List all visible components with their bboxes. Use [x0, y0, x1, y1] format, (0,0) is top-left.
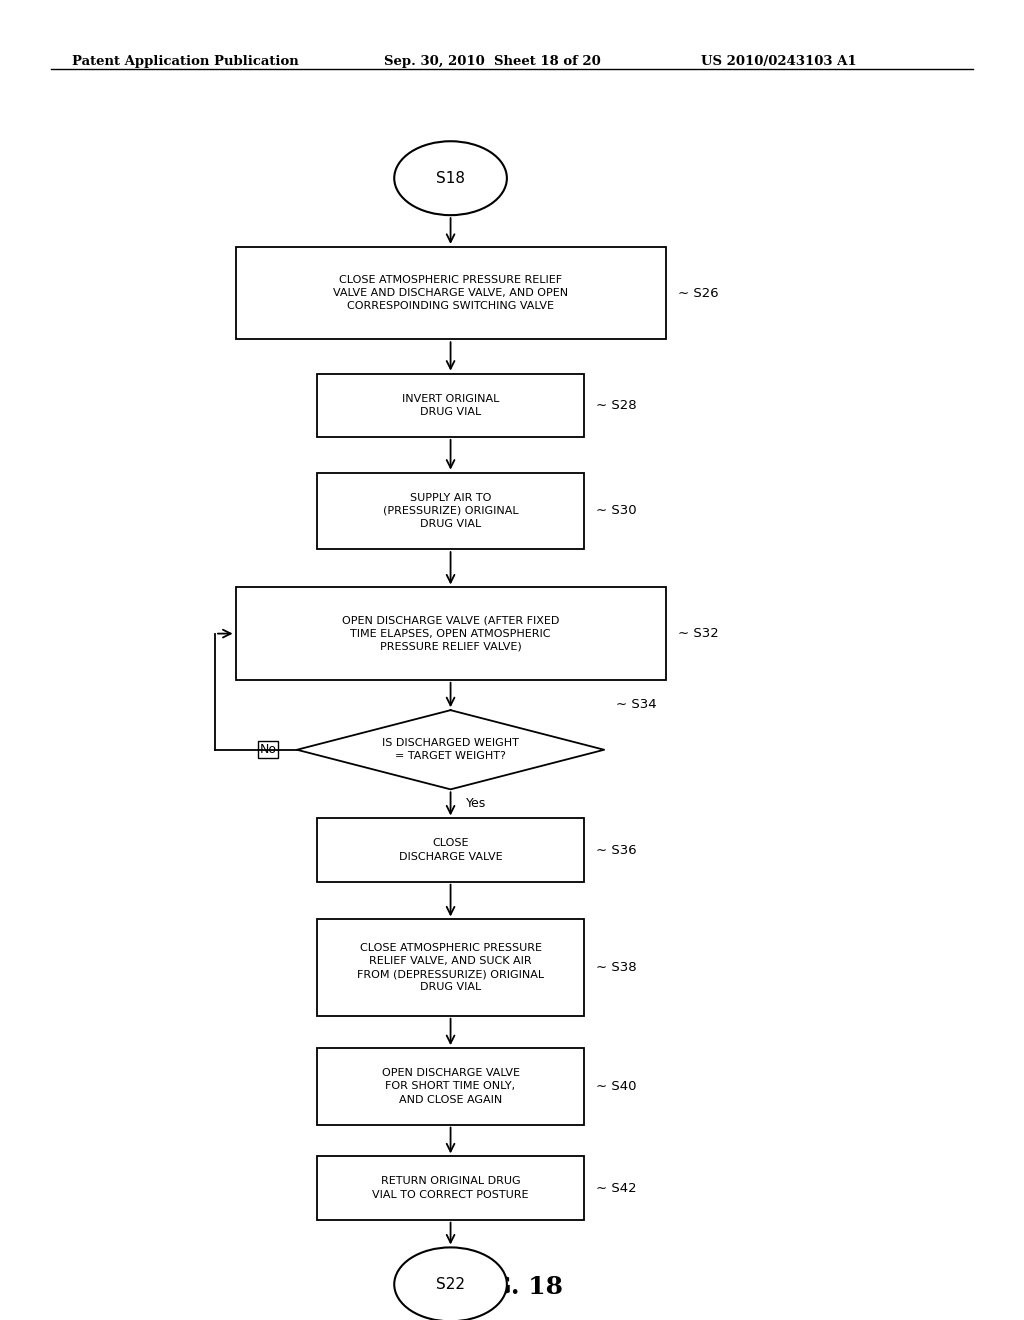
Text: SUPPLY AIR TO
(PRESSURIZE) ORIGINAL
DRUG VIAL: SUPPLY AIR TO (PRESSURIZE) ORIGINAL DRUG… — [383, 492, 518, 529]
Text: ∼ S40: ∼ S40 — [596, 1080, 637, 1093]
Text: ∼ S42: ∼ S42 — [596, 1181, 637, 1195]
Text: ∼ S34: ∼ S34 — [616, 698, 657, 711]
Text: FIG. 18: FIG. 18 — [461, 1275, 563, 1299]
Ellipse shape — [394, 141, 507, 215]
Text: CLOSE
DISCHARGE VALVE: CLOSE DISCHARGE VALVE — [398, 838, 503, 862]
FancyBboxPatch shape — [317, 1048, 584, 1125]
Text: ∼ S38: ∼ S38 — [596, 961, 637, 974]
FancyBboxPatch shape — [317, 1156, 584, 1220]
Text: ∼ S36: ∼ S36 — [596, 843, 637, 857]
Text: No: No — [259, 743, 276, 756]
Text: Sep. 30, 2010  Sheet 18 of 20: Sep. 30, 2010 Sheet 18 of 20 — [384, 55, 601, 69]
Text: OPEN DISCHARGE VALVE
FOR SHORT TIME ONLY,
AND CLOSE AGAIN: OPEN DISCHARGE VALVE FOR SHORT TIME ONLY… — [382, 1068, 519, 1105]
Text: ∼ S32: ∼ S32 — [678, 627, 719, 640]
Text: OPEN DISCHARGE VALVE (AFTER FIXED
TIME ELAPSES, OPEN ATMOSPHERIC
PRESSURE RELIEF: OPEN DISCHARGE VALVE (AFTER FIXED TIME E… — [342, 615, 559, 652]
Ellipse shape — [394, 1247, 507, 1320]
Text: US 2010/0243103 A1: US 2010/0243103 A1 — [701, 55, 857, 69]
FancyBboxPatch shape — [317, 374, 584, 437]
Text: Patent Application Publication: Patent Application Publication — [72, 55, 298, 69]
Text: IS DISCHARGED WEIGHT
= TARGET WEIGHT?: IS DISCHARGED WEIGHT = TARGET WEIGHT? — [382, 738, 519, 762]
Text: S22: S22 — [436, 1276, 465, 1292]
FancyBboxPatch shape — [236, 247, 666, 339]
Polygon shape — [297, 710, 604, 789]
FancyBboxPatch shape — [236, 587, 666, 680]
Text: CLOSE ATMOSPHERIC PRESSURE RELIEF
VALVE AND DISCHARGE VALVE, AND OPEN
CORRESPOIN: CLOSE ATMOSPHERIC PRESSURE RELIEF VALVE … — [333, 275, 568, 312]
FancyBboxPatch shape — [317, 919, 584, 1016]
Text: Yes: Yes — [466, 797, 486, 810]
Text: INVERT ORIGINAL
DRUG VIAL: INVERT ORIGINAL DRUG VIAL — [401, 393, 500, 417]
FancyBboxPatch shape — [317, 473, 584, 549]
Text: RETURN ORIGINAL DRUG
VIAL TO CORRECT POSTURE: RETURN ORIGINAL DRUG VIAL TO CORRECT POS… — [373, 1176, 528, 1200]
Text: ∼ S30: ∼ S30 — [596, 504, 637, 517]
Text: ∼ S26: ∼ S26 — [678, 286, 719, 300]
Text: S18: S18 — [436, 170, 465, 186]
FancyBboxPatch shape — [317, 818, 584, 882]
Text: ∼ S28: ∼ S28 — [596, 399, 637, 412]
Text: CLOSE ATMOSPHERIC PRESSURE
RELIEF VALVE, AND SUCK AIR
FROM (DEPRESSURIZE) ORIGIN: CLOSE ATMOSPHERIC PRESSURE RELIEF VALVE,… — [357, 942, 544, 993]
